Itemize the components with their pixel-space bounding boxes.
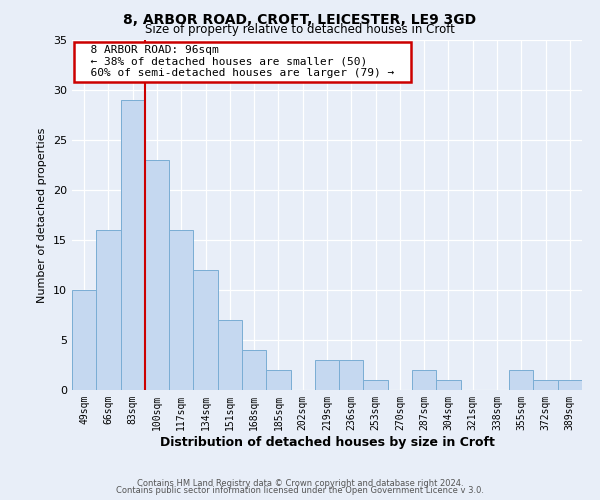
Bar — [96, 230, 121, 390]
Bar — [218, 320, 242, 390]
Bar — [436, 380, 461, 390]
Bar — [412, 370, 436, 390]
Bar — [266, 370, 290, 390]
Bar — [364, 380, 388, 390]
Bar — [145, 160, 169, 390]
Text: 8 ARBOR ROAD: 96sqm  
  ← 38% of detached houses are smaller (50)  
  60% of sem: 8 ARBOR ROAD: 96sqm ← 38% of detached ho… — [77, 46, 408, 78]
Text: 8, ARBOR ROAD, CROFT, LEICESTER, LE9 3GD: 8, ARBOR ROAD, CROFT, LEICESTER, LE9 3GD — [124, 12, 476, 26]
Bar — [193, 270, 218, 390]
Bar — [242, 350, 266, 390]
Y-axis label: Number of detached properties: Number of detached properties — [37, 128, 47, 302]
Bar — [509, 370, 533, 390]
Bar — [558, 380, 582, 390]
Bar — [339, 360, 364, 390]
Bar — [315, 360, 339, 390]
Bar — [533, 380, 558, 390]
Text: Contains HM Land Registry data © Crown copyright and database right 2024.: Contains HM Land Registry data © Crown c… — [137, 478, 463, 488]
Text: Contains public sector information licensed under the Open Government Licence v : Contains public sector information licen… — [116, 486, 484, 495]
X-axis label: Distribution of detached houses by size in Croft: Distribution of detached houses by size … — [160, 436, 494, 448]
Text: Size of property relative to detached houses in Croft: Size of property relative to detached ho… — [145, 22, 455, 36]
Bar — [72, 290, 96, 390]
Bar — [169, 230, 193, 390]
Bar — [121, 100, 145, 390]
